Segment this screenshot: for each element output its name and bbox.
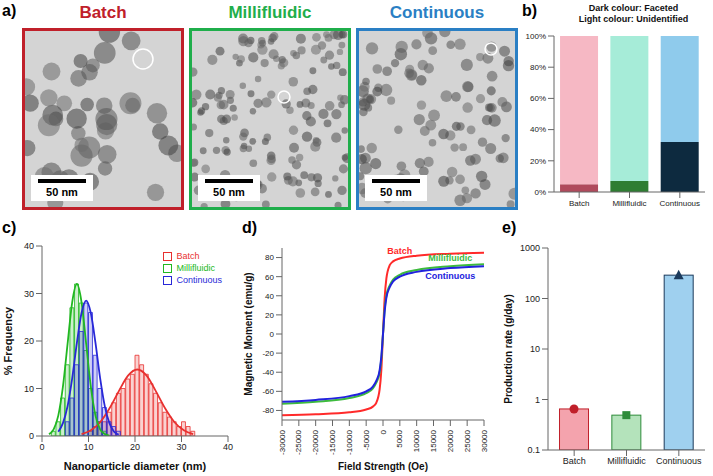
svg-text:20000: 20000 — [446, 429, 455, 452]
html-text:Batch: Batch — [79, 3, 127, 22]
svg-text:40: 40 — [223, 442, 233, 452]
svg-text:-5000: -5000 — [362, 429, 371, 450]
svg-text:-20: -20 — [262, 349, 274, 358]
svg-text:0.1: 0.1 — [527, 445, 540, 455]
html-text:d): d) — [242, 219, 258, 236]
svg-text:60%: 60% — [530, 94, 546, 103]
svg-text:Millifluidic: Millifluidic — [612, 199, 646, 208]
html-text:Continuous: Continuous — [389, 3, 485, 22]
svg-text:0: 0 — [270, 330, 275, 339]
svg-text:50 nm: 50 nm — [380, 186, 412, 198]
html-text:Light colour: Unidentified: Light colour: Unidentified — [578, 14, 689, 24]
svg-text:40: 40 — [24, 241, 34, 251]
svg-text:80%: 80% — [530, 63, 546, 72]
svg-text:40%: 40% — [530, 125, 546, 134]
html-text:Millifluidic: Millifluidic — [228, 3, 312, 22]
svg-text:Batch: Batch — [563, 456, 586, 466]
svg-text:Millifluidic: Millifluidic — [607, 456, 646, 466]
svg-text:100: 100 — [525, 294, 540, 304]
svg-text:-30000: -30000 — [278, 429, 287, 454]
svg-text:Millifluidic: Millifluidic — [428, 253, 472, 263]
svg-text:Batch: Batch — [387, 246, 412, 256]
svg-text:Production rate (g/day): Production rate (g/day) — [503, 294, 514, 403]
svg-text:15000: 15000 — [429, 429, 438, 452]
svg-text:20: 20 — [265, 311, 274, 320]
svg-text:20: 20 — [130, 442, 140, 452]
svg-text:30: 30 — [24, 289, 34, 299]
svg-text:50 nm: 50 nm — [46, 186, 78, 198]
html-text:a): a) — [2, 2, 17, 19]
svg-text:30: 30 — [176, 442, 186, 452]
svg-text:Continuous: Continuous — [425, 271, 475, 281]
html-text:Millifluidic: Millifluidic — [176, 263, 215, 273]
svg-text:20: 20 — [24, 336, 34, 346]
svg-text:Batch: Batch — [569, 199, 589, 208]
svg-text:0%: 0% — [534, 188, 546, 197]
svg-text:1: 1 — [535, 395, 540, 405]
html-text:b): b) — [522, 2, 538, 19]
svg-text:-60: -60 — [262, 387, 274, 396]
svg-text:0: 0 — [379, 429, 388, 434]
svg-text:Field Strength (Oe): Field Strength (Oe) — [338, 461, 428, 472]
svg-text:20%: 20% — [530, 157, 546, 166]
svg-text:60: 60 — [265, 273, 274, 282]
html-text:e): e) — [502, 219, 517, 236]
svg-text:-80: -80 — [262, 406, 274, 415]
svg-text:-25000: -25000 — [294, 429, 303, 454]
svg-text:Continuous: Continuous — [656, 456, 702, 466]
svg-text:10: 10 — [83, 442, 93, 452]
svg-text:Continuous: Continuous — [660, 199, 700, 208]
svg-text:40: 40 — [265, 292, 274, 301]
svg-text:100%: 100% — [526, 32, 546, 41]
html-text:Dark colour: Faceted: Dark colour: Faceted — [588, 3, 679, 13]
svg-text:0: 0 — [29, 431, 34, 441]
svg-text:Nanoparticle diameter (nm): Nanoparticle diameter (nm) — [64, 460, 207, 472]
svg-text:25000: 25000 — [463, 429, 472, 452]
svg-text:10: 10 — [530, 344, 540, 354]
svg-text:10000: 10000 — [412, 429, 421, 452]
svg-text:80: 80 — [265, 253, 274, 262]
svg-text:1000: 1000 — [520, 243, 540, 253]
svg-text:50 nm: 50 nm — [213, 186, 245, 198]
svg-text:0: 0 — [39, 442, 44, 452]
html-text:Continuous: Continuous — [176, 275, 222, 285]
svg-text:-10000: -10000 — [345, 429, 354, 454]
svg-text:Magnetic Moment (emu/g): Magnetic Moment (emu/g) — [243, 272, 254, 395]
svg-text:-40: -40 — [262, 368, 274, 377]
svg-text:10: 10 — [24, 384, 34, 394]
svg-text:-15000: -15000 — [328, 429, 337, 454]
html-text:c): c) — [2, 219, 17, 236]
html-text:Batch: Batch — [176, 251, 200, 261]
svg-text:5000: 5000 — [395, 429, 404, 447]
svg-text:30000: 30000 — [480, 429, 489, 452]
svg-text:-20000: -20000 — [311, 429, 320, 454]
svg-text:% Frequency: % Frequency — [2, 306, 14, 375]
